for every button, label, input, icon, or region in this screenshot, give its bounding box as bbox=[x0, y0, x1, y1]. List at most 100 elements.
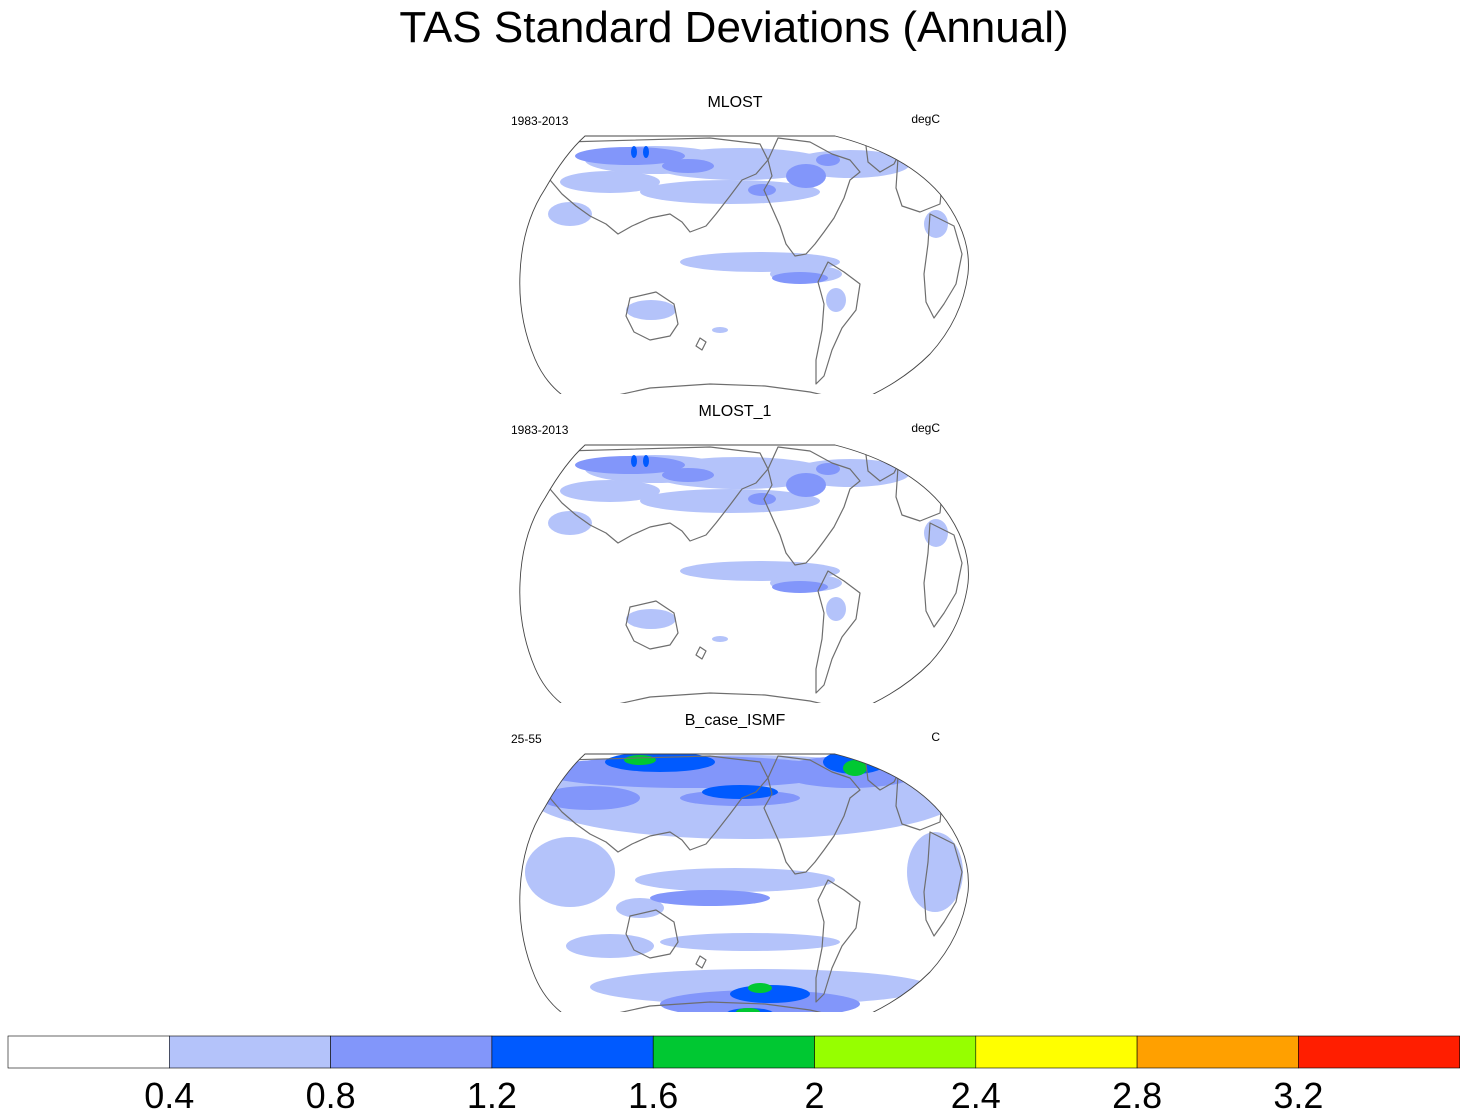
colorbar-box-1 bbox=[169, 1035, 331, 1069]
coastline bbox=[541, 446, 769, 544]
coastline bbox=[541, 755, 769, 853]
contour-region bbox=[826, 597, 846, 621]
contour-region bbox=[560, 171, 660, 193]
coastline bbox=[625, 291, 679, 341]
contour-region bbox=[662, 159, 714, 173]
contour-region bbox=[736, 1008, 760, 1012]
contour-region bbox=[772, 272, 828, 284]
colorbar-box-0 bbox=[7, 1035, 170, 1069]
coastline bbox=[594, 692, 846, 703]
contour-fills bbox=[548, 455, 948, 642]
map-plot-area bbox=[519, 753, 969, 1012]
chart-title: TAS Standard Deviations (Annual) bbox=[399, 3, 1069, 52]
contour-region bbox=[907, 832, 963, 912]
colorbar-box-4 bbox=[652, 1035, 815, 1069]
contour-region bbox=[702, 785, 778, 799]
contour-region bbox=[548, 511, 592, 535]
contour-fills bbox=[548, 146, 948, 333]
colorbar-box-7 bbox=[1136, 1035, 1299, 1069]
map-svg bbox=[519, 135, 969, 394]
coastline bbox=[923, 213, 963, 319]
contour-region bbox=[540, 786, 640, 810]
contour-region bbox=[816, 463, 840, 475]
colorbar-tick-label: 1.6 bbox=[628, 1075, 678, 1116]
coastline bbox=[695, 646, 707, 660]
panel-units-label: degC bbox=[911, 112, 940, 126]
contour-region bbox=[626, 609, 676, 629]
colorbar-tick-label: 0.8 bbox=[306, 1075, 356, 1116]
colorbar-box-6 bbox=[975, 1035, 1138, 1069]
panel-title: MLOST bbox=[707, 94, 763, 111]
contour-region bbox=[662, 468, 714, 482]
contour-region bbox=[575, 456, 685, 474]
colorbar-box-2 bbox=[330, 1035, 493, 1069]
coastline bbox=[625, 600, 679, 650]
coastline bbox=[815, 879, 861, 1003]
coastline bbox=[923, 522, 963, 628]
coastlines bbox=[541, 755, 963, 1012]
coastline bbox=[594, 1001, 846, 1012]
contour-region bbox=[605, 754, 715, 772]
map-panel-mlost: MLOST 1983-2013 degC bbox=[500, 94, 970, 394]
panel-period-label: 1983-2013 bbox=[511, 423, 569, 437]
coastline bbox=[695, 337, 707, 351]
map-panel-mlost-1: MLOST_1 1983-2013 degC bbox=[500, 403, 970, 703]
contour-region bbox=[786, 473, 826, 497]
contour-region bbox=[566, 934, 654, 958]
coastline bbox=[763, 755, 861, 875]
colorbar: 0.4 0.8 1.2 1.6 2 2.4 2.8 3.2 bbox=[7, 1035, 1461, 1116]
colorbar-tick-label: 3.2 bbox=[1273, 1075, 1323, 1116]
contour-region bbox=[786, 164, 826, 188]
contour-region bbox=[650, 890, 770, 906]
coastline bbox=[815, 570, 861, 694]
colorbar-tick-label: 1.2 bbox=[467, 1075, 517, 1116]
contour-region bbox=[575, 147, 685, 165]
map-plot-area bbox=[519, 135, 969, 394]
contour-region bbox=[631, 146, 637, 158]
map-plot-area bbox=[519, 444, 969, 703]
colorbar-tick-label: 2.4 bbox=[951, 1075, 1001, 1116]
coastline bbox=[625, 909, 679, 959]
colorbar-box-5 bbox=[814, 1035, 977, 1069]
coastline bbox=[923, 831, 963, 937]
panel-period-label: 25-55 bbox=[511, 732, 542, 746]
panel-title: B_case_ISMF bbox=[684, 712, 786, 729]
contour-region bbox=[616, 898, 664, 918]
contour-region bbox=[525, 837, 615, 907]
contour-region bbox=[748, 184, 776, 196]
map-boundary bbox=[519, 444, 969, 703]
contour-region bbox=[843, 760, 867, 776]
contour-region bbox=[924, 519, 948, 547]
contour-region bbox=[548, 202, 592, 226]
contour-region bbox=[643, 146, 649, 158]
contour-region bbox=[640, 180, 820, 204]
contour-region bbox=[560, 480, 660, 502]
panel-title: MLOST_1 bbox=[698, 403, 772, 420]
coastline bbox=[815, 261, 861, 385]
map-boundary bbox=[519, 135, 969, 394]
map-panel-b-case-ismf: B_case_ISMF 25-55 C bbox=[500, 712, 970, 1012]
contour-region bbox=[640, 489, 820, 513]
map-svg bbox=[519, 753, 969, 1012]
coastline bbox=[695, 955, 707, 969]
coastline bbox=[594, 383, 846, 394]
contour-region bbox=[816, 154, 840, 166]
coastlines bbox=[541, 137, 963, 394]
contour-region bbox=[624, 755, 656, 765]
colorbar-box-8 bbox=[1298, 1035, 1461, 1069]
coastline bbox=[763, 137, 861, 257]
contour-region bbox=[626, 300, 676, 320]
map-svg bbox=[519, 444, 969, 703]
panel-units-label: degC bbox=[911, 421, 940, 435]
panel-period-label: 1983-2013 bbox=[511, 114, 569, 128]
coastline bbox=[541, 137, 769, 235]
contour-region bbox=[635, 868, 835, 892]
contour-region bbox=[748, 983, 772, 993]
colorbar-tick-label: 2.8 bbox=[1112, 1075, 1162, 1116]
colorbar-tick-label: 0.4 bbox=[144, 1075, 194, 1116]
colorbar-tick-label: 2 bbox=[804, 1075, 824, 1116]
contour-region bbox=[712, 327, 728, 333]
contour-region bbox=[772, 581, 828, 593]
contour-region bbox=[826, 288, 846, 312]
map-boundary bbox=[519, 753, 969, 1012]
